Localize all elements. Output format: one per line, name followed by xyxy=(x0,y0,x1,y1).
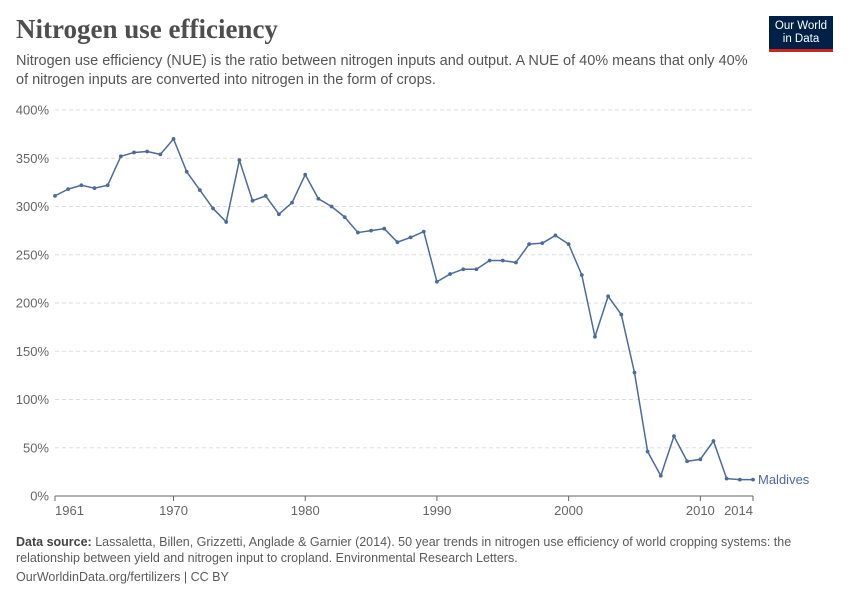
data-point xyxy=(53,193,57,198)
data-point xyxy=(474,267,479,272)
label-layer: Maldives xyxy=(758,472,810,487)
y-tick-label: 400% xyxy=(16,103,50,118)
logo-line-1: Our World xyxy=(774,20,828,32)
data-point xyxy=(342,215,347,220)
x-tick-label: 2010 xyxy=(686,503,715,518)
logo-line-2: in Data xyxy=(782,33,820,45)
data-point xyxy=(461,267,466,272)
series-label: Maldives xyxy=(758,472,810,487)
data-point xyxy=(672,434,676,439)
series-layer xyxy=(53,137,755,482)
data-point xyxy=(395,240,400,245)
x-tick-label: 1970 xyxy=(159,503,188,518)
data-point xyxy=(184,169,189,174)
footer-license[interactable]: OurWorldinData.org/fertilizers | CC BY xyxy=(16,570,229,584)
data-point xyxy=(303,172,308,177)
data-point xyxy=(237,158,242,163)
source-text: Lassaletta, Billen, Grizzetti, Anglade &… xyxy=(16,535,792,565)
owid-logo[interactable]: Our World in Data xyxy=(769,16,833,52)
data-point xyxy=(435,279,439,284)
data-point xyxy=(369,228,373,233)
data-point xyxy=(553,233,558,238)
y-tick-label: 100% xyxy=(16,392,50,407)
series-line xyxy=(54,138,753,481)
axis-layer: 0% 50% 100% 150% 200% 250% 300% 350% 400% 1961 197… xyxy=(16,103,754,518)
data-point xyxy=(118,154,123,159)
data-point xyxy=(527,242,532,247)
chart-title: Nitrogen use efficiency xyxy=(16,14,278,44)
data-point xyxy=(500,258,505,263)
y-tick-label: 50% xyxy=(23,440,49,455)
data-point xyxy=(329,204,334,209)
y-tick-label: 150% xyxy=(16,344,50,359)
data-point xyxy=(92,186,97,191)
data-point xyxy=(290,200,294,205)
footer-source: Data source: Lassaletta, Billen, Grizzet… xyxy=(16,534,816,566)
chart-subtitle: Nitrogen use efficiency (NUE) is the rat… xyxy=(16,53,748,88)
data-point xyxy=(566,242,571,247)
data-point xyxy=(132,150,136,155)
data-point xyxy=(316,196,321,201)
data-point xyxy=(211,206,215,211)
x-tick-label: 2000 xyxy=(554,503,583,518)
x-tick-label: 1990 xyxy=(422,503,451,518)
data-point xyxy=(408,235,413,240)
line-chart: 0% 50% 100% 150% 200% 250% 300% 350% 400% 1961 197… xyxy=(16,103,810,519)
data-point xyxy=(448,272,452,276)
y-tick-label: 200% xyxy=(16,296,50,311)
data-point xyxy=(263,193,268,198)
data-point xyxy=(645,449,650,454)
data-point xyxy=(724,476,729,481)
data-point xyxy=(658,473,663,478)
grid-layer xyxy=(55,109,753,449)
source-label: Data source: xyxy=(16,535,92,549)
data-point xyxy=(606,294,611,299)
x-tick-label: 2014 xyxy=(724,503,753,518)
data-point xyxy=(487,258,492,263)
data-point xyxy=(737,477,742,482)
data-point xyxy=(421,229,426,234)
data-point xyxy=(145,149,150,154)
data-point xyxy=(356,230,360,235)
data-point xyxy=(685,459,690,464)
y-tick-label: 350% xyxy=(16,151,50,166)
data-point xyxy=(224,220,229,224)
data-point xyxy=(698,457,703,462)
data-point xyxy=(276,212,281,217)
y-tick-label: 0% xyxy=(30,489,49,504)
data-point xyxy=(382,226,387,231)
y-tick-label: 250% xyxy=(16,247,50,262)
data-point xyxy=(619,312,624,317)
data-point xyxy=(593,334,597,339)
data-point xyxy=(105,183,110,188)
data-point xyxy=(158,152,163,157)
data-point xyxy=(632,370,637,375)
data-point xyxy=(171,137,176,141)
data-point xyxy=(66,187,71,192)
x-tick-label: 1961 xyxy=(55,503,84,518)
data-point xyxy=(250,198,255,203)
data-point xyxy=(579,273,584,277)
y-tick-label: 300% xyxy=(16,199,50,214)
data-point xyxy=(751,477,755,482)
data-point xyxy=(514,260,518,265)
x-tick-label: 1980 xyxy=(291,503,320,518)
data-point xyxy=(711,439,716,443)
data-point xyxy=(197,188,202,192)
data-point xyxy=(79,183,84,188)
data-point xyxy=(540,241,545,246)
